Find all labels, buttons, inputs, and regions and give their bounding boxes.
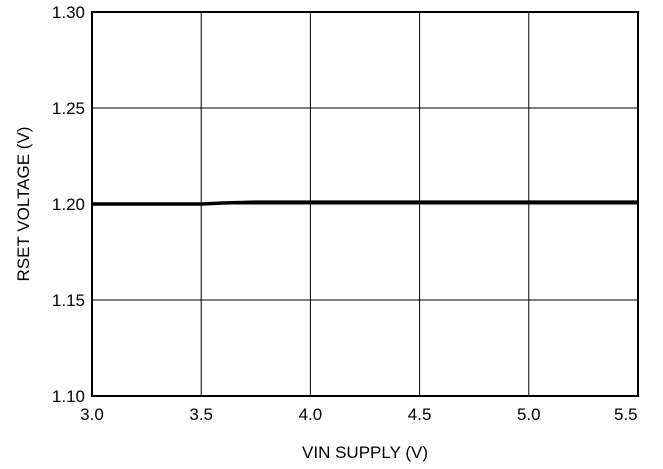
x-tick-label: 3.5 <box>189 405 213 424</box>
x-tick-label: 5.5 <box>614 405 638 424</box>
series-group <box>92 200 638 206</box>
plot-frame <box>91 11 639 397</box>
x-tick-label: 4.0 <box>299 405 323 424</box>
x-tick-labels: 3.0 3.5 4.0 4.5 5.0 5.5 <box>80 405 637 424</box>
y-tick-label: 1.10 <box>52 387 85 406</box>
x-axis-label: VIN SUPPLY (V) <box>302 443 428 462</box>
x-tick-label: 5.0 <box>517 405 541 424</box>
y-tick-label: 1.15 <box>52 291 85 310</box>
y-tick-label: 1.25 <box>52 99 85 118</box>
y-tick-labels: 1.30 1.25 1.20 1.15 1.10 <box>52 3 85 406</box>
y-tick-label: 1.30 <box>52 3 85 22</box>
series-line-0 <box>92 200 638 206</box>
y-tick-label: 1.20 <box>52 195 85 214</box>
y-axis-label: RSET VOLTAGE (V) <box>14 127 33 282</box>
x-tick-label: 4.5 <box>408 405 432 424</box>
x-tick-label: 3.0 <box>80 405 104 424</box>
